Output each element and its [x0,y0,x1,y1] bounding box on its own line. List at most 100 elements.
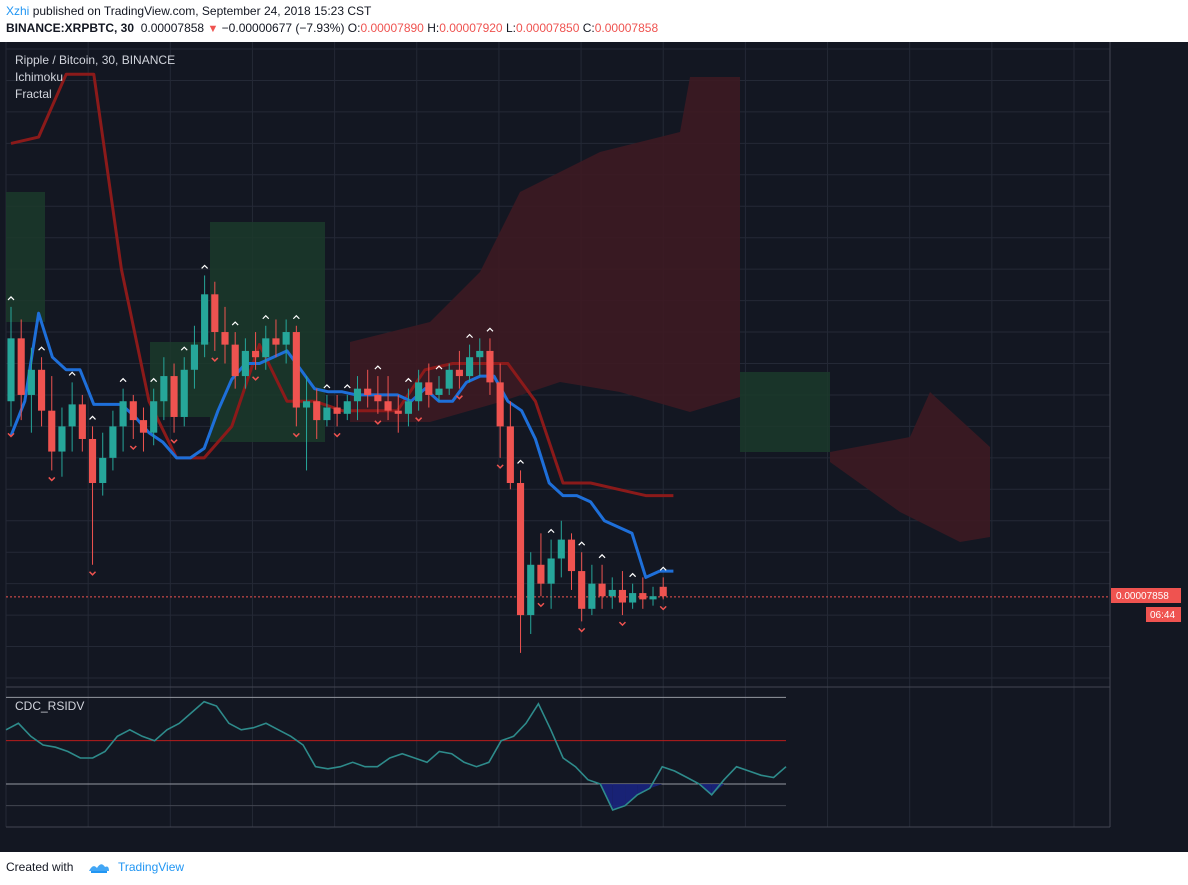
ichimoku-cloud-bear [830,392,990,542]
countdown-label: 06:44 [1150,610,1175,621]
fractal-up-marker [262,314,270,320]
candle-body [17,338,25,395]
open-label: O: [347,21,361,35]
created-with-text: Created with [6,860,74,874]
low-label: L: [505,21,516,35]
candle-body [27,369,35,395]
candle-body [333,407,341,414]
tradingview-logo-icon [89,864,109,873]
candle-body [282,332,290,345]
fractal-up-marker [486,327,494,332]
candle-body [160,376,168,402]
rsi-pane [5,696,787,811]
candle-body [445,369,453,389]
candle-body [129,401,137,421]
candle-body [496,382,504,427]
candle-body [578,571,586,609]
fractal-up-marker [201,264,209,269]
fractal-up-marker [517,459,524,464]
close-label: C: [582,21,595,35]
low-value: 0.00007850 [515,21,580,35]
candle-body [404,401,413,414]
candle-body [547,558,555,584]
fractal-down-marker [88,571,97,576]
candlestick-series [7,275,667,653]
price-change: −0.00000677 (−7.93%) [221,21,345,35]
candle-body [374,394,382,402]
candle-body [88,438,97,484]
fractal-markers [7,264,667,633]
legend-ichimoku[interactable]: Ichimoku [15,70,63,84]
publish-info: Xzhi published on TradingView.com, Septe… [6,4,371,18]
chart-header: Xzhi published on TradingView.com, Septe… [0,0,1188,42]
symbol-name: BINANCE:XRPBTC, 30 [6,21,135,35]
candle-body [394,410,402,414]
published-text: published on TradingView.com, September … [32,4,372,18]
candle-body [567,539,576,572]
candle-body [109,426,117,458]
footer: Created with TradingView [0,852,1188,885]
candle-body [313,401,321,421]
candle-body [527,564,535,616]
fractal-up-marker [598,553,606,559]
fractal-down-marker [537,602,545,608]
fractal-up-marker [405,377,412,383]
candle-body [516,483,525,616]
candle-body [139,420,148,433]
candle-body [598,583,606,597]
legend-fractal[interactable]: Fractal [15,87,52,101]
last-price-marker [1111,588,1181,603]
ichimoku-cloud [6,77,990,542]
fractal-up-marker [547,528,555,534]
candle-body [252,350,260,358]
fractal-up-marker [119,377,127,383]
candle-body [384,401,392,411]
candle-body [302,401,311,408]
fractal-up-marker [180,346,188,351]
candle-body [78,404,86,439]
fractal-down-marker [48,476,56,482]
fractal-up-marker [343,384,351,389]
author-link[interactable]: Xzhi [6,4,30,18]
candle-body [48,410,56,452]
fractal-up-marker [466,333,474,339]
candle-body [180,369,188,417]
candle-body [455,369,463,377]
fractal-up-marker [435,365,443,370]
candle-body [415,382,423,402]
close-value: 0.00007858 [594,21,659,35]
fractal-down-marker [578,627,586,633]
fractal-down-marker [618,621,626,627]
ichimoku-cloud-bull [150,342,210,417]
fractal-down-marker [333,432,341,438]
high-label: H: [427,21,440,35]
kijun-line [10,72,674,498]
candle-body [190,344,199,370]
tradingview-brand-link[interactable]: TradingView [118,860,185,874]
candle-body [557,539,565,559]
fractal-down-marker [211,357,219,362]
rsi-line [5,700,787,811]
countdown-marker [1146,607,1181,622]
candle-body [231,344,239,377]
chart-canvas[interactable]: Ripple / Bitcoin, 30, BINANCE Ichimoku F… [0,42,1188,852]
rsi-oversold-fill [637,784,650,795]
rsi-title[interactable]: CDC_RSIDV [15,699,84,713]
fractal-down-marker [415,417,423,422]
candle-body [486,350,494,383]
fractal-down-marker [496,464,504,469]
rsi-oversold-fill [625,784,638,806]
candle-body [588,583,596,609]
fractal-up-marker [578,541,586,546]
candle-body [7,338,15,402]
candle-body [150,401,158,433]
chart-svg[interactable]: Ripple / Bitcoin, 30, BINANCE Ichimoku F… [0,42,1188,852]
fractal-up-marker [7,296,15,301]
fractal-down-marker [7,432,15,438]
fractal-up-marker [150,377,158,383]
fractal-up-marker [89,415,96,420]
candle-body [353,388,362,402]
candle-body [537,564,545,584]
fractal-down-marker [252,376,260,381]
fractal-up-marker [374,365,382,370]
